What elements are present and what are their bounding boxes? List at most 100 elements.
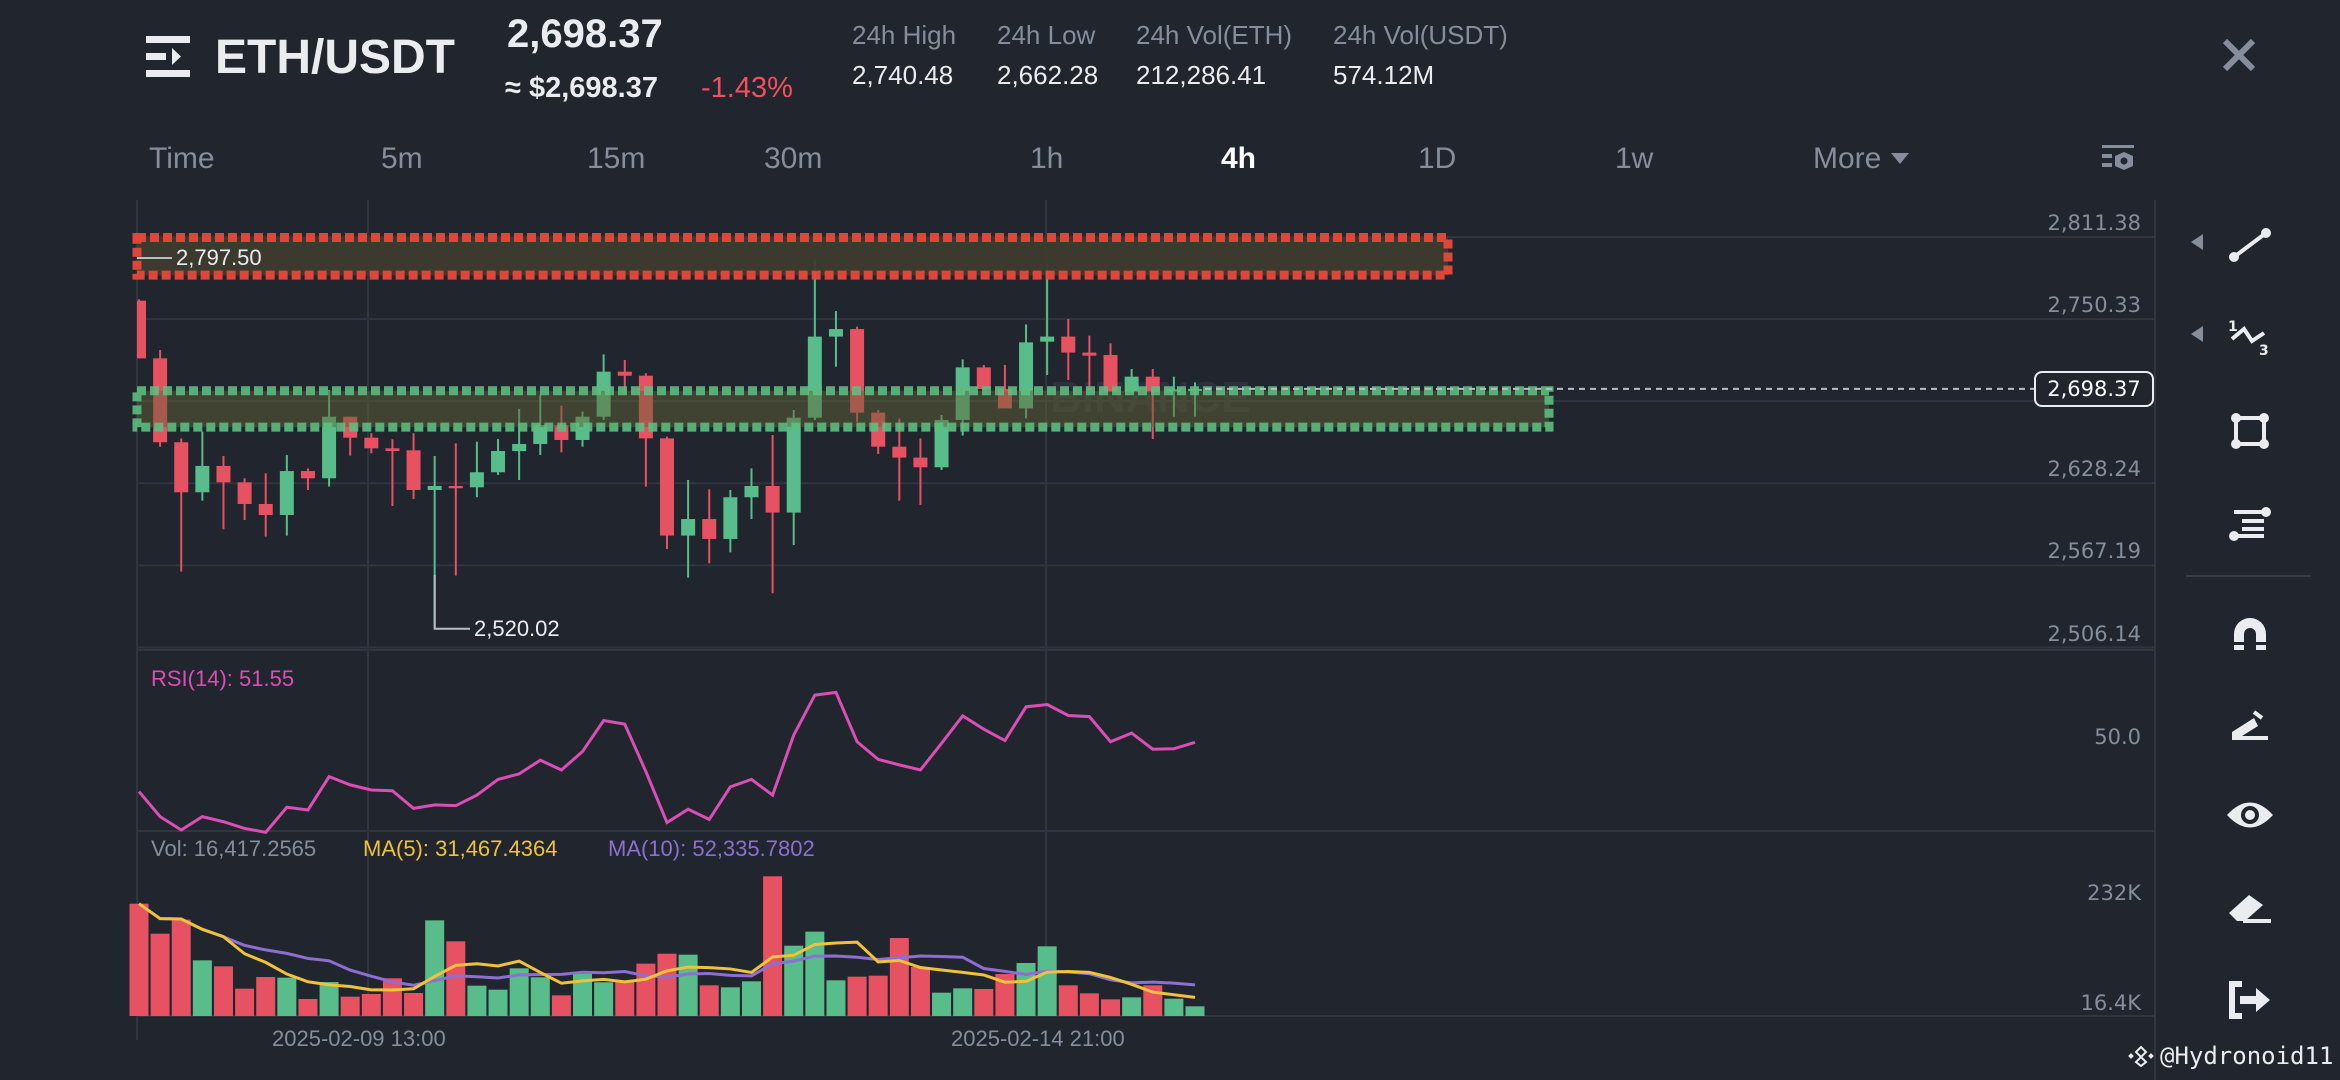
tab-1h[interactable]: 1h [1030,142,1064,175]
volume-bar [404,992,424,1016]
volume-bar [868,975,888,1016]
volume-bar [425,920,445,1016]
candles [137,259,1202,629]
candle-body [174,442,189,493]
volume-bar [1058,985,1078,1016]
rectangle-icon[interactable] [2220,401,2280,461]
tab-more[interactable]: More [1813,142,1910,176]
ma-lines [138,902,1196,999]
volume-bars [129,876,1205,1016]
ma5-legend: MA(5): 31,467.4364 [363,836,558,861]
volume-bar [446,941,466,1016]
exit-icon[interactable] [2220,970,2280,1030]
stat-vol-eth-value: 212,286.41 [1136,60,1267,90]
volume-bar [763,876,783,1016]
price-axis-label: 2,506.14 [2047,622,2141,646]
stat-low-label: 24h Low [997,20,1096,50]
candle-body [300,471,315,479]
candle-body [216,465,231,483]
price-axis-label: 2,628.24 [2047,457,2141,481]
caret-down-icon [1891,153,1910,164]
volume-axis-top: 232K [2087,881,2141,905]
magnet-icon[interactable] [2220,603,2280,663]
volume-bar [678,954,698,1016]
candle-body [427,485,442,490]
candle-body [469,472,484,488]
volume-bar [932,992,952,1016]
rsi-line [137,690,1196,834]
volume-bar [741,981,761,1016]
stat-vol-usdt-value: 574.12M [1333,60,1435,90]
volume-bar [361,993,381,1016]
volume-bar [235,988,255,1016]
tab-time[interactable]: Time [149,142,215,175]
watermark: @Hydronoid11 [2128,1042,2333,1070]
ma10-legend: MA(10): 52,335.7802 [608,836,815,861]
last-price: 2,698.37 [507,12,663,56]
volume-bar [657,953,677,1016]
price-usd: ≈ $2,698.37 [505,72,658,104]
close-icon[interactable] [2222,38,2256,72]
candle-body [575,416,590,440]
volume-bar [129,903,149,1016]
volume-bar [192,960,212,1016]
toolbar-divider [2186,575,2311,577]
candle-body [660,438,674,536]
expand-arrow-icon[interactable] [2190,233,2204,251]
ma10-line [138,902,1196,987]
rsi-line [137,690,1196,834]
resistance-zone [132,233,1453,280]
pencil-icon[interactable] [2220,694,2280,754]
candle-body [1103,355,1118,392]
svg-text:3: 3 [2259,343,2269,357]
tab-30m[interactable]: 30m [764,142,823,175]
date-label: 2025-02-14 21:00 [951,1026,1125,1051]
candle-body [617,371,632,376]
expand-arrow-icon[interactable] [2190,325,2204,343]
volume-bar [636,963,656,1016]
stat-high-value: 2,740.48 [852,60,954,90]
candle-body [237,482,252,504]
tab-4h[interactable]: 4h [1221,142,1257,175]
tab-1d[interactable]: 1D [1418,142,1457,175]
trend-line-icon[interactable] [2220,215,2280,275]
volume-bar [720,987,740,1016]
candle-body [322,416,337,479]
chart-settings-icon[interactable] [2100,142,2136,178]
candle-body [913,457,928,468]
candle-body [892,446,907,458]
volume-bar [573,973,593,1016]
candle-body [512,444,527,452]
position-icon[interactable] [2220,494,2280,554]
volume-bar [551,995,571,1016]
candle-body [1061,336,1076,353]
tab-1w[interactable]: 1w [1615,142,1654,175]
volume-bar [594,982,614,1016]
price-axis-label: 2,750.33 [2047,293,2141,317]
volume-bar [1037,946,1057,1016]
volume-bar [889,938,909,1016]
volume-bar [699,985,719,1016]
volume-bar [953,988,973,1016]
tab-5m[interactable]: 5m [381,142,423,175]
volume-bar [805,931,825,1016]
candle-body [137,300,146,359]
more-label: More [1813,142,1882,175]
eye-icon[interactable] [2220,785,2280,845]
volume-bar [171,919,191,1016]
volume-bar [530,977,550,1016]
eraser-icon[interactable] [2220,877,2280,937]
candle-body [448,485,463,489]
price-axis-label: 2,811.38 [2047,211,2141,235]
volume-bar [277,977,297,1016]
tab-15m[interactable]: 15m [587,142,646,175]
support-zone [132,386,1554,432]
candle-body [153,358,168,443]
volume-bar [995,974,1015,1016]
volume-bar [382,978,402,1016]
volume-bar [467,985,487,1016]
pair-title[interactable]: ETH/USDT [215,31,455,84]
menu-icon[interactable] [146,34,192,80]
